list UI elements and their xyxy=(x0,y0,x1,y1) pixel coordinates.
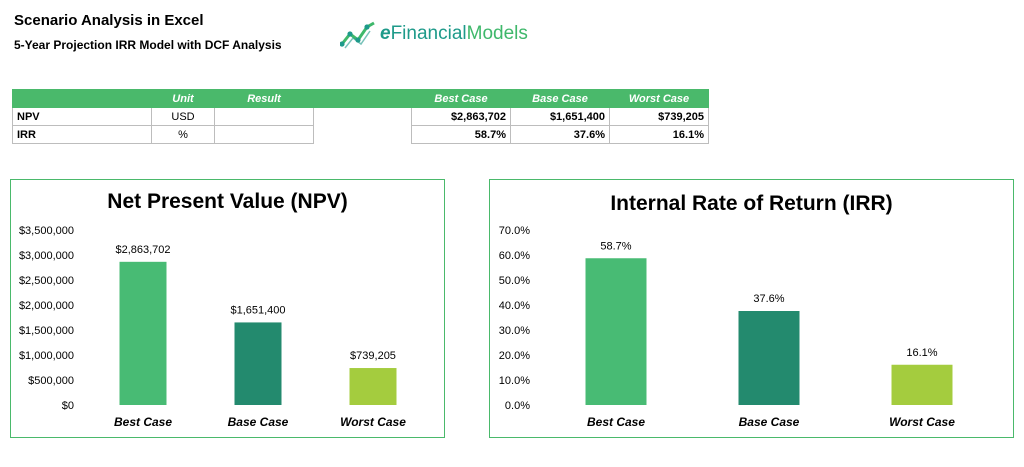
row-unit: USD xyxy=(151,107,215,126)
chart-line-icon xyxy=(340,21,375,49)
npv-y-tick-label: $0 xyxy=(62,400,74,412)
row-worst-case: 16.1% xyxy=(609,125,709,144)
logo-wordmark-e: e xyxy=(380,23,391,44)
irr-chart: 0.0% 10.0% 20.0% 30.0% 40.0% 50.0% 60.0% 70.0% 5… xyxy=(499,225,955,429)
npv-data-label: $739,205 xyxy=(350,350,396,362)
row-base-case: $1,651,400 xyxy=(510,107,610,126)
irr-data-label: 37.6% xyxy=(753,293,784,305)
irr-y-tick-label: 20.0% xyxy=(499,350,530,362)
efinancialmodels-logo[interactable]: eFinancialModels xyxy=(340,14,528,54)
irr-category-label: Best Case xyxy=(587,415,645,429)
npv-category-label: Worst Case xyxy=(340,415,406,429)
npv-bar-1[interactable] xyxy=(119,261,167,405)
npv-category-label: Base Case xyxy=(228,415,289,429)
page-subtitle: 5-Year Projection IRR Model with DCF Ana… xyxy=(14,38,282,52)
npv-y-tick-label: $2,000,000 xyxy=(19,300,74,312)
row-base-case: 37.6% xyxy=(510,125,610,144)
npv-chart-panel[interactable]: Net Present Value (NPV) $0 $500,000 $1,000… xyxy=(10,179,445,438)
column-header-spacer xyxy=(313,89,412,108)
row-result[interactable] xyxy=(214,125,314,144)
irr-y-tick-label: 70.0% xyxy=(499,225,530,237)
irr-bar-1[interactable] xyxy=(585,258,647,405)
npv-data-label: $2,863,702 xyxy=(115,244,170,256)
scenario-table: Unit Result Best Case Base Case Worst Ca… xyxy=(12,89,709,144)
row-worst-case: $739,205 xyxy=(609,107,709,126)
irr-y-tick-label: 60.0% xyxy=(499,250,530,262)
npv-y-tick-label: $500,000 xyxy=(28,375,74,387)
irr-data-label: 58.7% xyxy=(600,240,631,252)
row-spacer xyxy=(313,125,412,144)
row-best-case: 58.7% xyxy=(411,125,511,144)
irr-y-tick-label: 30.0% xyxy=(499,325,530,337)
column-header-label xyxy=(12,89,152,108)
column-header-worst-case: Worst Case xyxy=(609,89,709,108)
column-header-base-case: Base Case xyxy=(510,89,610,108)
npv-category-label: Best Case xyxy=(114,415,172,429)
npv-y-tick-label: $2,500,000 xyxy=(19,275,74,287)
logo-wordmark-financial: Financial xyxy=(390,23,467,44)
irr-category-label: Worst Case xyxy=(889,415,955,429)
npv-y-tick-label: $1,500,000 xyxy=(19,325,74,337)
page-title: Scenario Analysis in Excel xyxy=(14,12,204,29)
irr-y-tick-label: 10.0% xyxy=(499,375,530,387)
row-label: IRR xyxy=(12,125,152,144)
logo-wordmark-models: Models xyxy=(466,23,528,44)
npv-bar-2[interactable] xyxy=(234,322,282,405)
npv-bar-3[interactable] xyxy=(349,368,397,405)
irr-y-tick-label: 50.0% xyxy=(499,275,530,287)
column-header-unit: Unit xyxy=(151,89,215,108)
npv-chart: $0 $500,000 $1,000,000 $1,500,000 $2,000,000… xyxy=(19,225,406,429)
table-row: NPV USD $2,863,702 $1,651,400 $739,205 xyxy=(12,107,709,126)
irr-chart-title: Internal Rate of Return (IRR) xyxy=(610,192,893,215)
row-label: NPV xyxy=(12,107,152,126)
logo-wordmark: eFinancialModels xyxy=(380,23,528,45)
row-spacer xyxy=(313,107,412,126)
npv-chart-title: Net Present Value (NPV) xyxy=(107,190,348,213)
irr-category-label: Base Case xyxy=(739,415,800,429)
npv-y-tick-label: $3,000,000 xyxy=(19,250,74,262)
npv-y-tick-label: $1,000,000 xyxy=(19,350,74,362)
row-result[interactable] xyxy=(214,107,314,126)
table-row: IRR % 58.7% 37.6% 16.1% xyxy=(12,125,709,144)
npv-y-tick-label: $3,500,000 xyxy=(19,225,74,237)
irr-bar-2[interactable] xyxy=(738,311,800,405)
irr-bar-3[interactable] xyxy=(891,364,953,405)
irr-chart-panel[interactable]: Internal Rate of Return (IRR) 0.0% 10.0% 2… xyxy=(489,179,1014,438)
npv-data-label: $1,651,400 xyxy=(230,304,285,316)
row-best-case: $2,863,702 xyxy=(411,107,511,126)
irr-data-label: 16.1% xyxy=(906,347,937,359)
irr-y-tick-label: 40.0% xyxy=(499,300,530,312)
row-unit: % xyxy=(151,125,215,144)
column-header-best-case: Best Case xyxy=(411,89,511,108)
table-header-row: Unit Result Best Case Base Case Worst Ca… xyxy=(12,89,709,108)
irr-y-tick-label: 0.0% xyxy=(505,400,530,412)
column-header-result: Result xyxy=(214,89,314,108)
